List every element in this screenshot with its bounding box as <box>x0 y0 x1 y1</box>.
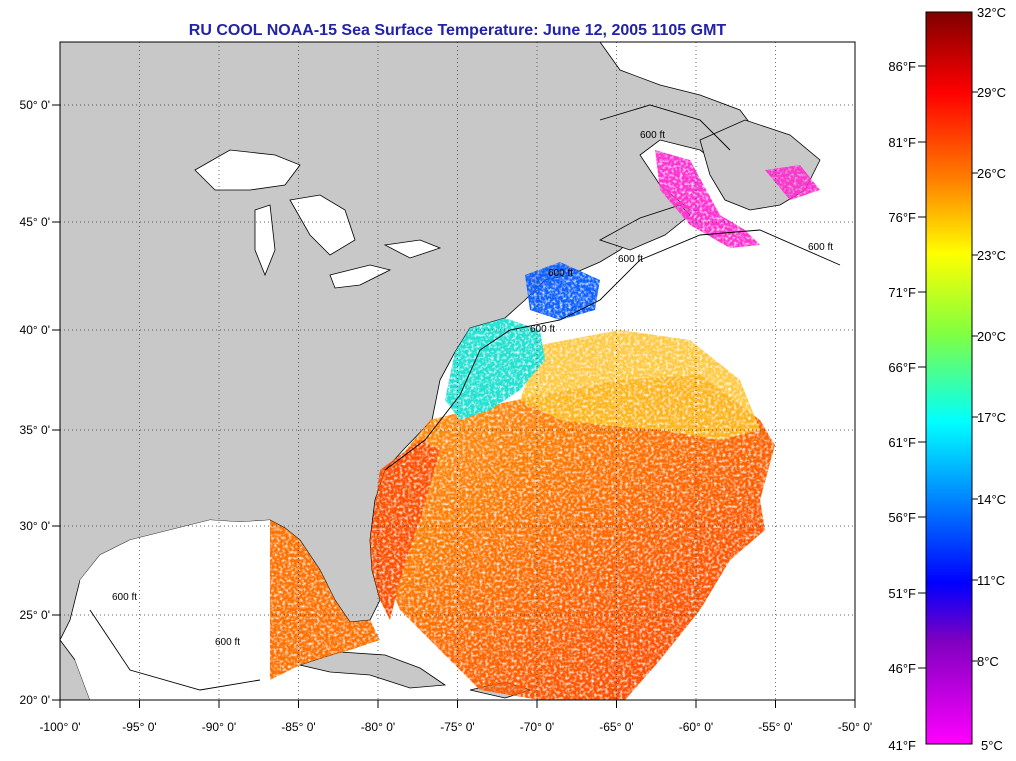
isobath-label: 600 ft <box>808 242 833 253</box>
isobath-label: 600 ft <box>215 637 240 648</box>
graticule <box>60 42 855 700</box>
sst-warm-region <box>375 375 775 700</box>
great-lakes <box>194 149 442 289</box>
sst-newfoundland-magenta <box>765 165 820 200</box>
lon-tick-label: -80° 0' <box>361 720 395 734</box>
lat-tick-label: 20° 0' <box>20 693 50 707</box>
lon-tick-label: -60° 0' <box>679 720 713 734</box>
map-title: RU COOL NOAA-15 Sea Surface Temperature:… <box>188 22 727 39</box>
gulf-of-mexico <box>75 520 270 700</box>
lat-tick-label: 30° 0' <box>20 519 50 533</box>
lon-tick-label: -65° 0' <box>599 720 633 734</box>
lon-tick-label: -95° 0' <box>122 720 156 734</box>
lat-tick-label: 45° 0' <box>20 215 50 229</box>
lon-tick-label: -55° 0' <box>758 720 792 734</box>
lon-tick-label: -90° 0' <box>202 720 236 734</box>
lat-tick-label: 40° 0' <box>20 323 50 337</box>
isobath-label: 600 ft <box>548 268 573 279</box>
lon-tick-label: -70° 0' <box>520 720 554 734</box>
sst-florida-strait <box>270 520 380 680</box>
lat-tick-label: 35° 0' <box>20 423 50 437</box>
tick-marks <box>52 104 856 708</box>
sst-gulf-of-maine-cold <box>525 262 600 320</box>
sst-shelf-cool <box>445 318 545 420</box>
isobath-label: 600 ft <box>640 130 665 141</box>
sst-labrador-magenta <box>655 150 760 248</box>
lon-tick-label: -85° 0' <box>281 720 315 734</box>
sst-yellow-band <box>520 330 760 440</box>
mexico-land <box>60 639 91 700</box>
isobath-label: 600 ft <box>530 324 555 335</box>
sst-gulf-stream <box>370 440 440 620</box>
isobath-label: 600 ft <box>112 592 137 603</box>
lon-tick-label: -75° 0' <box>440 720 474 734</box>
lat-tick-label: 25° 0' <box>20 608 50 622</box>
isobath-600ft <box>89 104 841 691</box>
lon-tick-label: -100° 0' <box>39 720 80 734</box>
isobath-label: 600 ft <box>618 254 643 265</box>
lon-tick-label: -50° 0' <box>838 720 872 734</box>
cuba-land <box>298 651 447 689</box>
lat-tick-label: 50° 0' <box>20 98 50 112</box>
